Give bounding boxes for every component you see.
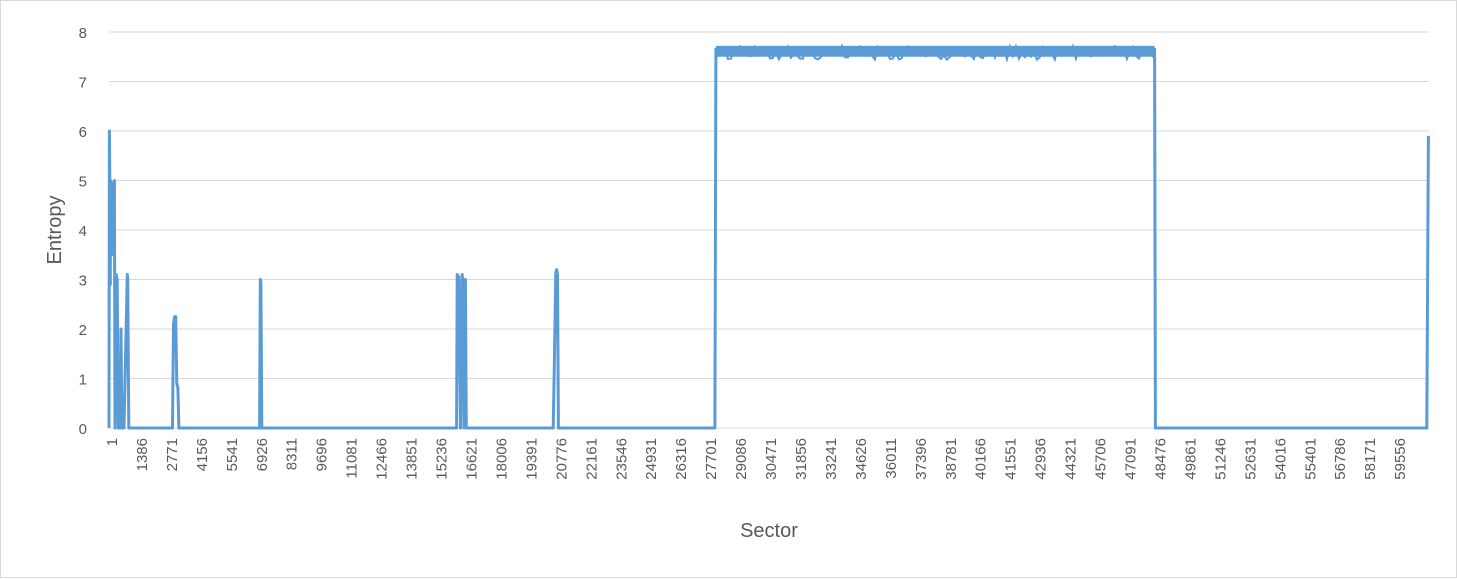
x-tick-label: 1386 [134, 438, 151, 471]
x-tick-label: 52631 [1242, 438, 1259, 480]
x-tick-label: 20776 [553, 438, 570, 480]
y-tick-label: 6 [79, 124, 87, 141]
x-tick-label: 13851 [404, 438, 421, 480]
y-tick-labels: 0 1 2 3 4 5 6 7 8 [79, 25, 87, 438]
x-tick-label: 11081 [344, 438, 361, 479]
y-tick-label: 0 [79, 421, 87, 438]
x-tick-label: 48476 [1152, 438, 1169, 480]
x-tick-label: 26316 [673, 438, 690, 480]
x-tick-label: 2771 [164, 438, 181, 471]
x-tick-label: 1 [104, 438, 121, 446]
x-tick-label: 5541 [224, 438, 241, 471]
x-tick-label: 6926 [254, 438, 271, 471]
x-tick-label: 15236 [434, 438, 451, 480]
x-tick-label: 30471 [763, 438, 780, 480]
y-tick-label: 5 [79, 174, 87, 191]
x-tick-label: 54016 [1272, 438, 1289, 480]
x-tick-label: 4156 [194, 438, 211, 471]
x-tick-label: 18006 [493, 438, 510, 480]
y-tick-label: 3 [79, 273, 87, 290]
y-tick-label: 2 [79, 322, 87, 339]
x-tick-label: 55401 [1302, 438, 1319, 480]
plateau-noise [715, 42, 1155, 63]
x-tick-label: 47091 [1123, 438, 1140, 480]
x-tick-label: 27701 [703, 438, 720, 480]
x-tick-label: 31856 [793, 438, 810, 480]
y-tick-label: 7 [79, 75, 87, 92]
x-tick-label: 51246 [1212, 438, 1229, 480]
y-tick-label: 8 [79, 25, 87, 42]
series-line [107, 47, 1430, 430]
x-axis-title: Sector [740, 520, 798, 542]
x-tick-label: 29086 [733, 438, 750, 480]
x-tick-label: 41551 [1003, 438, 1020, 480]
x-tick-label: 24931 [643, 438, 660, 480]
x-tick-label: 45706 [1093, 438, 1110, 480]
x-tick-label: 42936 [1033, 438, 1050, 480]
x-tick-label: 38781 [943, 438, 960, 480]
x-tick-label: 8311 [284, 438, 301, 470]
x-tick-label: 44321 [1063, 438, 1080, 480]
x-tick-label: 12466 [374, 438, 391, 480]
x-tick-label: 23546 [613, 438, 630, 480]
x-tick-label: 16621 [463, 438, 480, 480]
x-tick-label: 59556 [1392, 438, 1409, 480]
series-layer [107, 42, 1430, 430]
x-tick-label: 33241 [823, 438, 840, 480]
y-tick-label: 4 [79, 223, 87, 240]
grid-lines [109, 31, 1429, 429]
x-tick-label: 37396 [913, 438, 930, 480]
y-tick-label: 1 [79, 372, 87, 389]
x-tick-label: 19391 [523, 438, 540, 480]
x-tick-label: 40166 [973, 438, 990, 480]
y-axis-title: Entropy [44, 196, 66, 265]
x-tick-label: 56786 [1332, 438, 1349, 480]
x-tick-label: 36011 [883, 438, 900, 479]
x-tick-label: 58171 [1362, 438, 1379, 480]
x-tick-labels: 1 1386 2771 4156 5541 6926 8311 9696 11081 12466 1… [104, 438, 1409, 480]
x-tick-label: 22161 [583, 438, 600, 480]
x-tick-label: 9696 [314, 438, 331, 471]
x-tick-label: 49861 [1182, 438, 1199, 480]
x-tick-label: 34626 [853, 438, 870, 480]
